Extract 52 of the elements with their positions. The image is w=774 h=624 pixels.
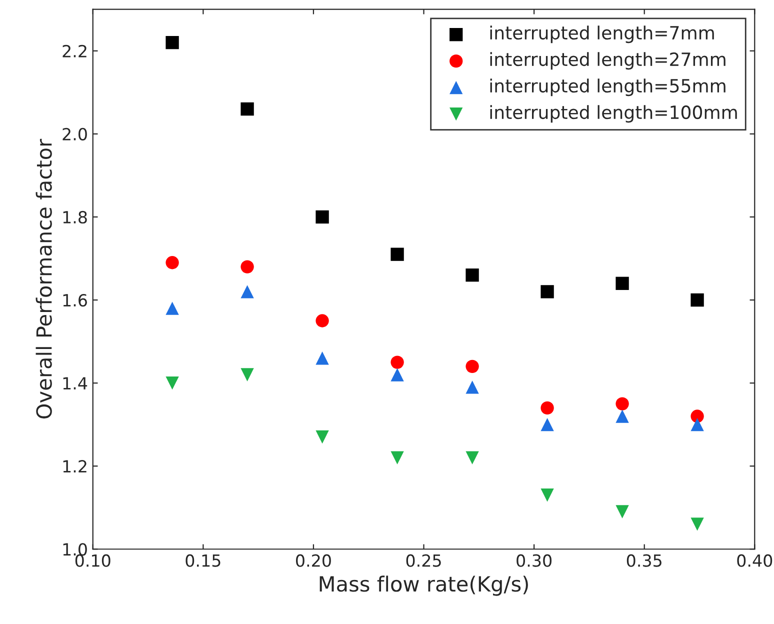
point [240,285,254,298]
point [690,293,704,307]
y-tick-label: 1.2 [63,460,86,472]
x-tick-label: 0.40 [737,554,772,567]
point [466,268,479,282]
point [166,36,179,50]
point [466,451,479,464]
point [390,368,404,382]
point [690,410,704,423]
point [166,256,179,270]
x-tick-label: 0.30 [516,554,552,567]
x-axis-title: Mass flow rate(Kg/s) [320,576,528,596]
point [316,314,329,328]
point [390,248,404,261]
point [540,285,554,298]
y-tick-label: 2.2 [62,44,86,58]
y-tick-label: 1.8 [63,210,87,224]
y-tick-label: 2.0 [62,128,87,140]
x-tick-label: 0.15 [186,554,220,567]
point [690,418,704,432]
point [540,488,554,502]
point [240,368,254,382]
point [466,380,479,394]
x-tick-label: 0.25 [406,554,441,567]
point [166,302,179,315]
point [616,276,629,290]
point [390,356,404,369]
legend-label: interrupted length=7mm [490,26,714,44]
point [690,518,704,531]
point [240,260,254,274]
point [616,410,629,423]
legend-label: interrupted length=27mm [490,52,726,70]
point [166,376,179,390]
point [316,352,329,365]
y-tick-label: 1.4 [63,377,88,390]
point [466,360,479,374]
point [540,401,554,415]
point [540,418,554,432]
x-tick-label: 0.10 [75,554,110,567]
x-tick-label: 0.20 [296,554,331,567]
legend-label: interrupted length=100mm [490,105,737,123]
point [316,210,329,224]
point [240,102,254,116]
y-axis-title: Overall Performance factor [36,138,52,418]
point [316,430,329,444]
point [616,505,629,518]
y-tick-label: 1.0 [63,543,87,556]
x-tick-label: 0.35 [626,554,662,567]
point [390,451,404,464]
legend-label: interrupted length=55mm [490,78,726,96]
point [616,397,629,410]
y-tick-label: 1.6 [63,294,87,307]
